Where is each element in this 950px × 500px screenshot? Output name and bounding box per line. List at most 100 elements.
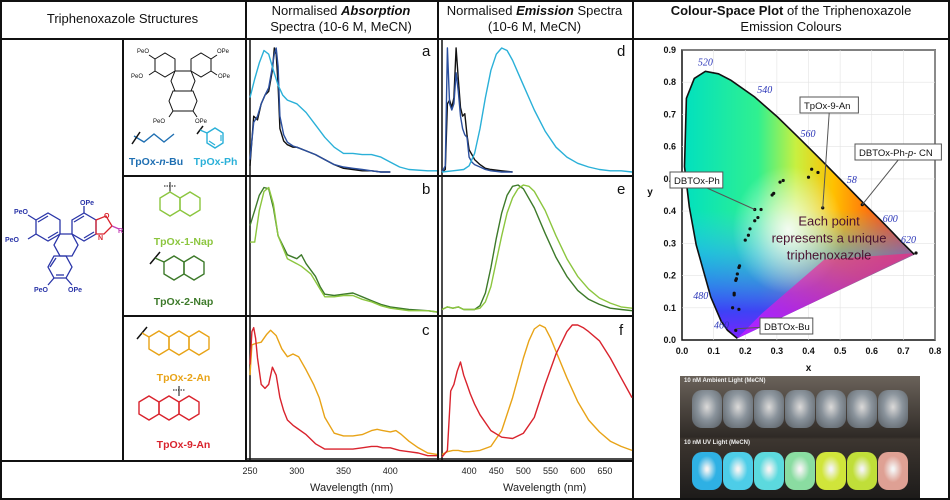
- y-tick-label: 0.9: [663, 45, 676, 55]
- x-tick-label: 0.8: [929, 346, 942, 356]
- panel-letter-e: e: [617, 181, 626, 198]
- core-label-r: R: [118, 228, 123, 235]
- vial: [723, 452, 753, 490]
- tpox-ph-name: TpOx-Ph: [193, 156, 238, 168]
- x-tick-label: 600: [570, 466, 586, 476]
- emission-point: [734, 277, 738, 281]
- callout-label: DBTOx-Bu: [764, 322, 810, 333]
- compound-label-tpox-9-an: TpOx-9-An: [156, 439, 211, 451]
- photo-label-ambient: 10 nM Ambient Light (MeCN): [684, 378, 766, 384]
- emission-chart-f: [439, 317, 633, 460]
- emission-chart-e: [441, 177, 633, 315]
- row-a-scaffold-structure: PeO OPe PeO OPe PeO OPe: [131, 49, 231, 125]
- emission-point: [781, 178, 785, 183]
- compound-label-tpox-1-nap: TpOx-1-Nap: [153, 236, 214, 248]
- emission-point: [759, 207, 763, 212]
- header-colour-space: Colour-Space Plot of the Triphenoxazole …: [632, 3, 950, 35]
- callout-label: DBTOx-Ph: [674, 176, 720, 187]
- callout-label: TpOx-9-An: [804, 101, 850, 112]
- header-emission-line2: (10-6 M, MeCN): [487, 19, 582, 34]
- callout-leader: [822, 112, 830, 208]
- x-tick-label: 0.4: [802, 346, 815, 356]
- y-tick-label: 0.0: [663, 335, 676, 345]
- series-line-e-0: [441, 184, 633, 312]
- emission-x-axis-label: Wavelength (nm): [503, 482, 587, 494]
- header-colour-rest: of the Triphenoxazole: [783, 3, 912, 18]
- callout-label: DBTOx-Ph-p- CN: [859, 148, 933, 159]
- x-tick-label: 500: [515, 466, 531, 476]
- emission-point: [914, 251, 918, 255]
- 1-naphthyl-structure: [159, 182, 201, 217]
- structure-subdivider: [122, 38, 124, 460]
- vial-photo: 10 nM Ambient Light (MeCN) 10 nM UV Ligh…: [680, 376, 920, 498]
- series-line-e-1: [441, 184, 633, 311]
- 2-anthryl-structure: [136, 326, 210, 356]
- emission-point: [737, 264, 742, 268]
- plot-annotation: Each point: [798, 214, 860, 229]
- scaffold-label-6: OPe: [195, 119, 208, 125]
- core-label-o: O: [104, 213, 110, 220]
- col-divider-1: [245, 0, 247, 460]
- callout-leader: [706, 187, 755, 210]
- x-tick-label: 0.1: [707, 346, 720, 356]
- vial: [878, 452, 908, 490]
- x-tick-label: 0.2: [739, 346, 752, 356]
- wavelength-label: 480: [693, 291, 708, 302]
- core-label-peo-1: PeO: [14, 209, 29, 216]
- header-colour-bold: Colour-Space Plot: [670, 3, 784, 18]
- y-tick-label: 0.2: [663, 271, 676, 281]
- compound-label-tpox-2-nap: TpOx-2-Nap: [153, 296, 214, 308]
- x-tick-label: 400: [461, 466, 477, 476]
- series-line-a-1: [249, 47, 391, 173]
- header-emission-em: Emission: [516, 3, 574, 18]
- row-divider-ab: [122, 175, 632, 177]
- series-line-d-1: [441, 47, 513, 173]
- vial: [692, 452, 722, 490]
- x-tick-label: 250: [242, 466, 258, 476]
- outer-border-left: [0, 0, 2, 500]
- vial: [847, 390, 877, 428]
- phenyl-structure: [196, 125, 224, 149]
- x-tick-label: 0.5: [834, 346, 847, 356]
- absorption-x-axis-label: Wavelength (nm): [310, 482, 394, 494]
- photo-label-uv: 10 nM UV Light (MeCN): [684, 440, 750, 446]
- y-tick-label: 0.3: [663, 238, 676, 248]
- emission-point: [732, 291, 736, 295]
- scaffold-label-4: OPe: [218, 74, 231, 80]
- panel-letter-c: c: [422, 322, 430, 339]
- emission-point: [816, 170, 820, 175]
- vial: [754, 390, 784, 428]
- wavelength-label: 540: [757, 85, 772, 96]
- wavelength-label: 560: [800, 129, 815, 140]
- vial: [723, 390, 753, 428]
- vial: [785, 452, 815, 490]
- absorption-chart-a: [249, 40, 437, 175]
- wavelength-label: 460: [714, 320, 729, 331]
- header-emission-pre: Normalised: [446, 3, 517, 18]
- compound-label-tpox-2-an: TpOx-2-An: [156, 372, 211, 384]
- x-tick-label: 0.7: [897, 346, 910, 356]
- x-tick-label: 400: [382, 466, 398, 476]
- header-absorption: Normalised Absorption Spectra (10-6 M, M…: [245, 3, 437, 35]
- panel-letter-d: d: [617, 43, 626, 60]
- header-colour-line2: Emission Colours: [740, 19, 842, 34]
- header-absorption-pre: Normalised: [271, 3, 342, 18]
- header-emission: Normalised Emission Spectra (10-6 M, MeC…: [437, 3, 632, 35]
- emission-point: [731, 306, 735, 310]
- vial: [878, 390, 908, 428]
- header-structures-text: Triphenoxazole Structures: [46, 11, 199, 26]
- series-line-b-0: [249, 186, 438, 313]
- wavelength-label: 58: [847, 175, 857, 186]
- series-line-d-2: [441, 47, 633, 173]
- emission-point: [743, 238, 747, 242]
- y-axis-label: y: [647, 187, 653, 198]
- callout-leader: [861, 159, 899, 205]
- core-label-peo-3: PeO: [34, 287, 49, 294]
- row-divider-bc: [122, 315, 632, 317]
- callout-box: [669, 171, 724, 189]
- header-emission-post: Spectra: [573, 3, 623, 18]
- header-structures: Triphenoxazole Structures: [0, 11, 245, 27]
- compound-label-tpox-ph: TpOx-Ph: [188, 156, 243, 168]
- x-tick-label: 450: [488, 466, 504, 476]
- wavelength-label: 520: [698, 57, 713, 68]
